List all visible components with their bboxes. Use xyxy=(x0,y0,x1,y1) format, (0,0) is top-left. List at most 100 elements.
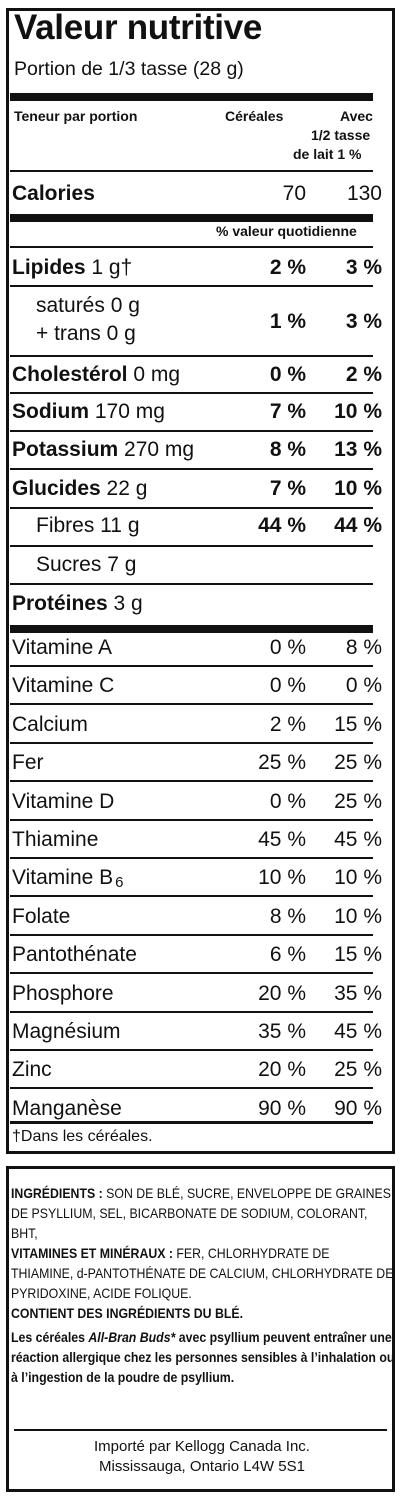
divider xyxy=(10,780,373,782)
vitamin-v2: 0 % xyxy=(345,674,382,697)
divider xyxy=(10,285,373,287)
vitamin-v1: 0 % xyxy=(269,790,306,813)
nutrient-row: saturés 0 g xyxy=(36,294,140,317)
ingredients-text: INGRÉDIENTS : SON DE BLÉ, SUCRE, ENVELOP… xyxy=(11,1183,395,1387)
divider xyxy=(10,468,373,470)
vitamin-v2: 15 % xyxy=(334,943,382,966)
vitamin-row: Calcium xyxy=(12,713,88,736)
vitamin-v2: 25 % xyxy=(334,751,382,774)
nutrient-row: Cholestérol 0 mg xyxy=(12,363,181,386)
vitamin-v1: 45 % xyxy=(258,828,306,851)
vitamin-v2: 10 % xyxy=(334,905,382,928)
serving-size: Portion de 1/3 tasse (28 g) xyxy=(14,58,244,80)
header-avec-2: 1/2 tasse xyxy=(311,127,371,143)
divider xyxy=(10,170,373,172)
vitamin-v2: 90 % xyxy=(334,1097,382,1120)
divider xyxy=(10,355,373,357)
vitamin-v2: 8 % xyxy=(345,636,382,659)
vitamin-v1: 6 % xyxy=(269,943,306,966)
nutrient-v1: 44 % xyxy=(258,514,306,537)
nutrition-facts-panel xyxy=(6,8,395,1154)
vitamin-v1: 10 % xyxy=(258,866,306,889)
nutrient-row: Sodium 170 mg xyxy=(12,400,165,423)
nutrient-v2: 3 % xyxy=(345,310,382,333)
nutrient-v1: 8 % xyxy=(269,438,306,461)
header-teneur: Teneur par portion xyxy=(14,108,138,124)
vitamin-v2: 45 % xyxy=(334,828,382,851)
divider xyxy=(10,1087,373,1089)
nutrient-v1: 2 % xyxy=(269,256,306,279)
header-avec-3: de lait 1 % xyxy=(293,146,362,162)
vitamin-v2: 45 % xyxy=(334,1020,382,1043)
nutrient-row: Fibres 11 g xyxy=(36,514,140,537)
vitamin-v2: 25 % xyxy=(334,790,382,813)
nutrient-row: Protéines 3 g xyxy=(12,592,143,615)
divider xyxy=(10,246,373,248)
ingredients-label: INGRÉDIENTS : xyxy=(11,1185,103,1201)
allergen-statement: CONTIENT DES INGRÉDIENTS DU BLÉ. xyxy=(11,1305,244,1321)
vitamin-v1: 25 % xyxy=(258,751,306,774)
ingredients-list: SON DE BLÉ, SUCRE, ENVELOPPE DE GRAINES … xyxy=(11,1185,391,1241)
vitamin-v1: 0 % xyxy=(269,636,306,659)
nutrient-v1: 1 % xyxy=(269,310,306,333)
vitamin-row: Phosphore xyxy=(12,982,114,1005)
vitamin-row: Magnésium xyxy=(12,1020,121,1043)
vitamins-list: FER, CHLORHYDRATE DE THIAMINE, d-PANTOTH… xyxy=(11,1245,394,1301)
divider xyxy=(10,625,373,633)
nutrient-v2: 13 % xyxy=(334,438,382,461)
nutrient-row: Potassium 270 mg xyxy=(12,438,195,461)
divider xyxy=(10,703,373,705)
divider xyxy=(10,1049,373,1051)
vitamin-v1: 0 % xyxy=(269,674,306,697)
vitamin-row: Vitamine C xyxy=(12,674,115,697)
divider xyxy=(10,857,373,859)
divider xyxy=(10,507,373,509)
divider xyxy=(10,545,373,547)
nutrient-v2: 44 % xyxy=(334,514,382,537)
panel-title: Valeur nutritive xyxy=(14,8,263,47)
calories-avec: 130 xyxy=(346,182,382,205)
divider xyxy=(10,819,373,821)
footnote: †Dans les céréales. xyxy=(12,1128,153,1145)
calories-cereales: 70 xyxy=(282,182,306,205)
vitamin-row: Thiamine xyxy=(12,828,99,851)
divider xyxy=(10,214,373,222)
nutrient-row: Lipides 1 g† xyxy=(12,256,133,279)
vitamin-row: Folate xyxy=(12,905,71,928)
divider xyxy=(14,1429,387,1431)
divider xyxy=(10,1011,373,1013)
vitamin-row: Vitamine A xyxy=(12,636,113,659)
vitamin-v1: 8 % xyxy=(269,905,306,928)
nutrient-v2: 3 % xyxy=(345,256,382,279)
vitamin-v1: 90 % xyxy=(258,1097,306,1120)
nutrient-v2: 10 % xyxy=(334,400,382,423)
divider xyxy=(10,934,373,936)
importer-line-2: Mississauga, Ontario L4W 5S1 xyxy=(99,1458,305,1475)
divider xyxy=(10,93,373,101)
vitamin-v1: 35 % xyxy=(258,1020,306,1043)
header-avec: Avec xyxy=(340,108,373,124)
vitamin-v1: 2 % xyxy=(269,713,306,736)
nutrient-row: Sucres 7 g xyxy=(36,553,137,576)
vitamin-row: Pantothénate xyxy=(12,943,137,966)
nutrient-v2: 2 % xyxy=(345,363,382,386)
divider xyxy=(10,392,373,394)
vitamin-v2: 25 % xyxy=(334,1058,382,1081)
header-cereales: Céréales xyxy=(225,108,284,124)
vitamin-row: Vitamine D xyxy=(12,790,115,813)
vitamin-row: Zinc xyxy=(12,1058,52,1081)
nutrient-v1: 7 % xyxy=(269,477,306,500)
vitamin-row: Fer xyxy=(12,751,44,774)
nutrient-v1: 0 % xyxy=(269,363,306,386)
vitamin-row: Manganèse xyxy=(12,1097,122,1120)
vitamin-v2: 35 % xyxy=(334,982,382,1005)
divider xyxy=(10,1121,373,1124)
importer-line-1: Importé par Kellogg Canada Inc. xyxy=(94,1438,310,1455)
divider xyxy=(10,430,373,432)
divider xyxy=(10,972,373,974)
dv-heading: % valeur quotidienne xyxy=(216,223,357,239)
calories-label: Calories xyxy=(12,182,95,205)
vitamin-v1: 20 % xyxy=(258,982,306,1005)
vitamin-v2: 10 % xyxy=(334,866,382,889)
